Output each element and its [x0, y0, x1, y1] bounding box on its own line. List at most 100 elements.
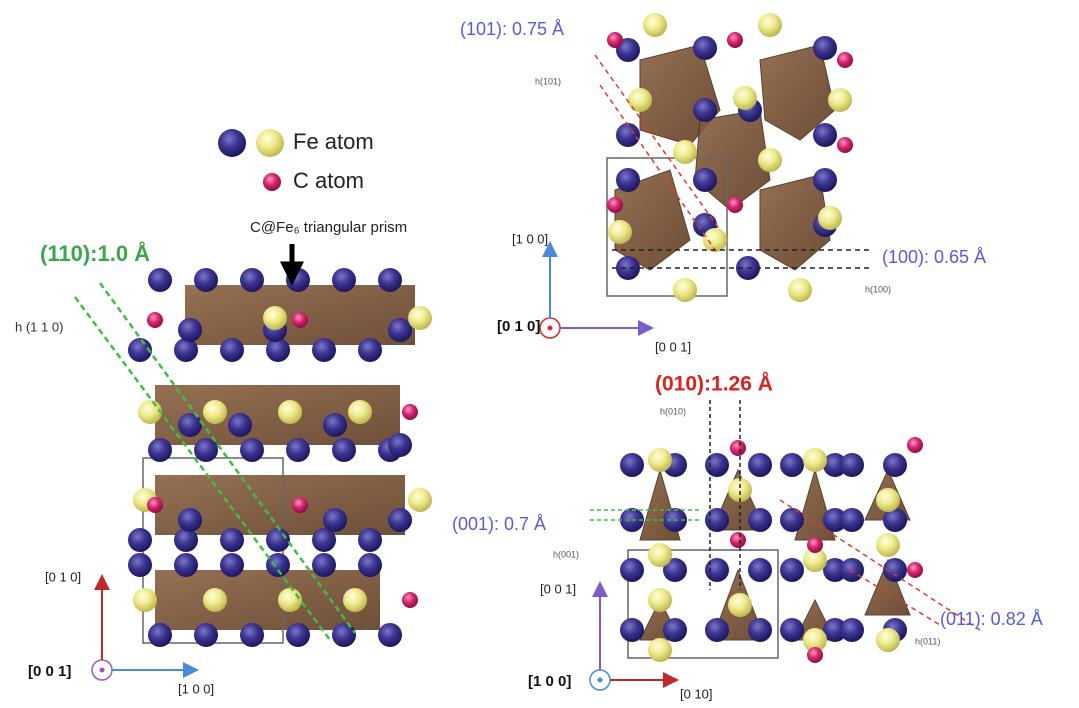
fe-atom [133, 588, 157, 612]
fe-atom [194, 438, 218, 462]
height-label: h(001) [553, 549, 579, 559]
fe-atom [663, 558, 687, 582]
fe-atom [813, 168, 837, 192]
fe-atom [673, 278, 697, 302]
c-atom [402, 592, 418, 608]
c-atom [402, 404, 418, 420]
plane-label: (001): 0.7 Å [452, 514, 546, 534]
fe-atom [240, 623, 264, 647]
c-atom [807, 537, 823, 553]
c-atom [292, 497, 308, 513]
fe-atom [883, 558, 907, 582]
fe-atom [332, 268, 356, 292]
c-atom [837, 52, 853, 68]
fe-atom [705, 558, 729, 582]
fe-atom [343, 588, 367, 612]
prism [864, 558, 911, 616]
height-label: h(010) [660, 406, 686, 416]
fe-atom [378, 623, 402, 647]
prism [759, 174, 831, 271]
fe-atom [240, 438, 264, 462]
fe-atom [728, 478, 752, 502]
fe-atom [358, 528, 382, 552]
fe-atom [194, 623, 218, 647]
fe-atom [643, 13, 667, 37]
axis-origin-dot [597, 677, 603, 683]
fe-atom [693, 168, 717, 192]
fe-atom [220, 338, 244, 362]
fe-atom [263, 306, 287, 330]
c-atom [727, 32, 743, 48]
fe-atom [693, 36, 717, 60]
fe-atom [733, 86, 757, 110]
fe-atom [628, 88, 652, 112]
fe-atom [803, 628, 827, 652]
legend-c: C atom [293, 168, 364, 193]
fe-atom [813, 123, 837, 147]
fe-atom [332, 438, 356, 462]
fe-atom [323, 508, 347, 532]
fe-atom [648, 588, 672, 612]
fe-atom [312, 528, 336, 552]
fe-atom [728, 593, 752, 617]
c-atom [147, 497, 163, 513]
fe-atom [780, 558, 804, 582]
fe-atom [620, 558, 644, 582]
fe-atom [178, 508, 202, 532]
fe-atom [266, 553, 290, 577]
fe-atom [148, 438, 172, 462]
fe-atom [358, 553, 382, 577]
fe-atom [348, 400, 372, 424]
prism-arrow [279, 244, 305, 286]
fe-atom [220, 528, 244, 552]
fe-atom [278, 400, 302, 424]
fe-atom [203, 588, 227, 612]
fe-atom [286, 438, 310, 462]
fe-atom [840, 558, 864, 582]
c-atom [730, 532, 746, 548]
fe-atom [194, 268, 218, 292]
fe-atom [174, 338, 198, 362]
guide-line [779, 499, 981, 631]
fe-atom [220, 553, 244, 577]
axis-out: [0 1 0] [497, 318, 540, 335]
fe-atom [705, 453, 729, 477]
fe-atom [620, 618, 644, 642]
fe-atom [148, 623, 172, 647]
guide-line [98, 282, 357, 634]
fe-atom [673, 140, 697, 164]
fe-atom [620, 453, 644, 477]
fe-atom [148, 268, 172, 292]
legend-fe: Fe atom [293, 129, 374, 154]
height-label: h (1 1 0) [15, 319, 63, 334]
fe-atom [693, 98, 717, 122]
c-atom [907, 437, 923, 453]
fe-atom [758, 148, 782, 172]
fe-atom [823, 618, 847, 642]
axis-up: [1 0 0] [512, 231, 548, 246]
prism-label: C@Fe₆ triangular prism [250, 219, 407, 236]
fe-atom [408, 306, 432, 330]
plane-label: (011): 0.82 Å [940, 609, 1043, 629]
fe-atom [378, 268, 402, 292]
c-atom [727, 197, 743, 213]
fe-atom [358, 338, 382, 362]
plane-label: (010):1.26 Å [655, 372, 773, 396]
prism [155, 570, 380, 630]
height-label: h(100) [865, 284, 891, 294]
plane-label: (110):1.0 Å [40, 240, 150, 266]
c-atom [807, 647, 823, 663]
fe-atom [608, 220, 632, 244]
fe-atom [748, 618, 772, 642]
fe-atom [840, 453, 864, 477]
fe-atom [240, 268, 264, 292]
fe-atom [388, 318, 412, 342]
fe-atom-icon [218, 129, 246, 157]
fe-atom [748, 508, 772, 532]
fe-atom [228, 413, 252, 437]
fe-atom [128, 553, 152, 577]
fe-atom [705, 618, 729, 642]
fe-atom [178, 413, 202, 437]
fe-atom [705, 508, 729, 532]
